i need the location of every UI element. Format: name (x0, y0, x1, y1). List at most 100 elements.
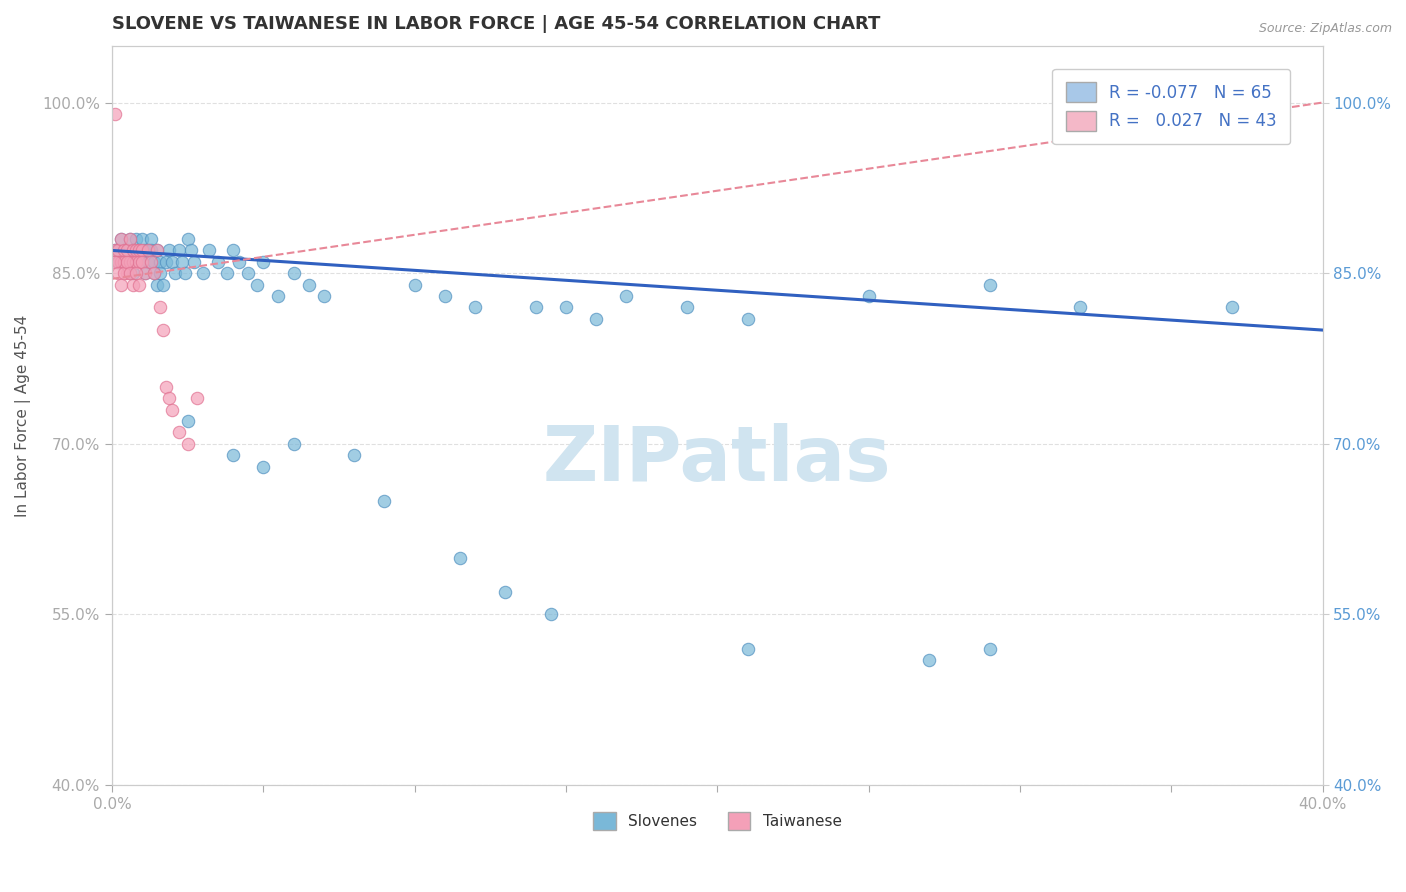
Point (464, 301, 486, 315)
Point (122, 266, 145, 280)
Point (524, 301, 547, 315)
Point (979, 277, 1001, 292)
Point (110, 255, 132, 269)
Point (125, 244, 148, 258)
Point (107, 244, 129, 258)
Point (167, 244, 190, 258)
Point (183, 255, 205, 269)
Point (373, 493, 395, 508)
Point (176, 414, 198, 428)
Point (222, 448, 245, 462)
Point (104, 244, 127, 258)
Point (312, 289, 335, 303)
Point (343, 448, 366, 462)
Point (146, 277, 169, 292)
Point (120, 255, 142, 269)
Point (107, 266, 129, 280)
Point (143, 255, 166, 269)
Point (136, 244, 159, 258)
Point (737, 641, 759, 656)
Point (449, 550, 471, 565)
Point (159, 244, 181, 258)
Point (136, 244, 159, 258)
Text: ZIPatlas: ZIPatlas (543, 423, 891, 497)
Point (222, 244, 245, 258)
Point (979, 641, 1001, 656)
Point (128, 244, 150, 258)
Point (173, 266, 195, 280)
Point (107, 255, 129, 269)
Point (141, 244, 163, 258)
Point (918, 653, 941, 667)
Point (120, 232, 142, 246)
Point (737, 311, 759, 326)
Point (134, 244, 156, 258)
Point (110, 232, 132, 246)
Point (1069, 301, 1091, 315)
Text: SLOVENE VS TAIWANESE IN LABOR FORCE | AGE 45-54 CORRELATION CHART: SLOVENE VS TAIWANESE IN LABOR FORCE | AG… (112, 15, 880, 33)
Point (228, 255, 250, 269)
Point (112, 244, 135, 258)
Point (858, 289, 880, 303)
Point (104, 244, 127, 258)
Point (180, 244, 202, 258)
Point (540, 607, 562, 622)
Point (110, 232, 132, 246)
Point (170, 255, 193, 269)
Point (115, 266, 138, 280)
Point (1220, 95, 1243, 110)
Point (125, 266, 148, 280)
Point (125, 255, 148, 269)
Point (152, 323, 174, 337)
Text: Source: ZipAtlas.com: Source: ZipAtlas.com (1258, 22, 1392, 36)
Point (120, 232, 142, 246)
Point (494, 584, 516, 599)
Point (585, 311, 607, 326)
Point (131, 244, 153, 258)
Point (141, 255, 163, 269)
Point (122, 244, 145, 258)
Point (283, 266, 305, 280)
Point (246, 277, 269, 292)
Point (115, 244, 138, 258)
Point (122, 277, 145, 292)
Point (115, 244, 138, 258)
Point (162, 255, 184, 269)
Point (616, 289, 638, 303)
Point (433, 289, 456, 303)
Point (134, 266, 156, 280)
Point (128, 255, 150, 269)
Point (112, 255, 135, 269)
Point (186, 392, 208, 406)
Point (125, 255, 148, 269)
Point (115, 255, 138, 269)
Point (267, 289, 290, 303)
Point (122, 244, 145, 258)
Point (283, 437, 305, 451)
Point (112, 255, 135, 269)
Point (146, 244, 169, 258)
Point (107, 255, 129, 269)
Point (197, 244, 219, 258)
Point (146, 244, 169, 258)
Point (120, 255, 142, 269)
Point (215, 266, 238, 280)
Point (162, 402, 184, 417)
Point (298, 277, 321, 292)
Point (149, 301, 172, 315)
Point (104, 255, 127, 269)
Point (176, 437, 198, 451)
Point (165, 266, 187, 280)
Point (149, 255, 172, 269)
Point (176, 232, 198, 246)
Point (159, 392, 181, 406)
Point (155, 380, 177, 394)
Point (134, 266, 156, 280)
Legend: Slovenes, Taiwanese: Slovenes, Taiwanese (586, 805, 848, 837)
Point (404, 277, 426, 292)
Point (128, 277, 150, 292)
Point (155, 255, 177, 269)
Point (141, 232, 163, 246)
Point (149, 266, 172, 280)
Point (167, 425, 190, 440)
